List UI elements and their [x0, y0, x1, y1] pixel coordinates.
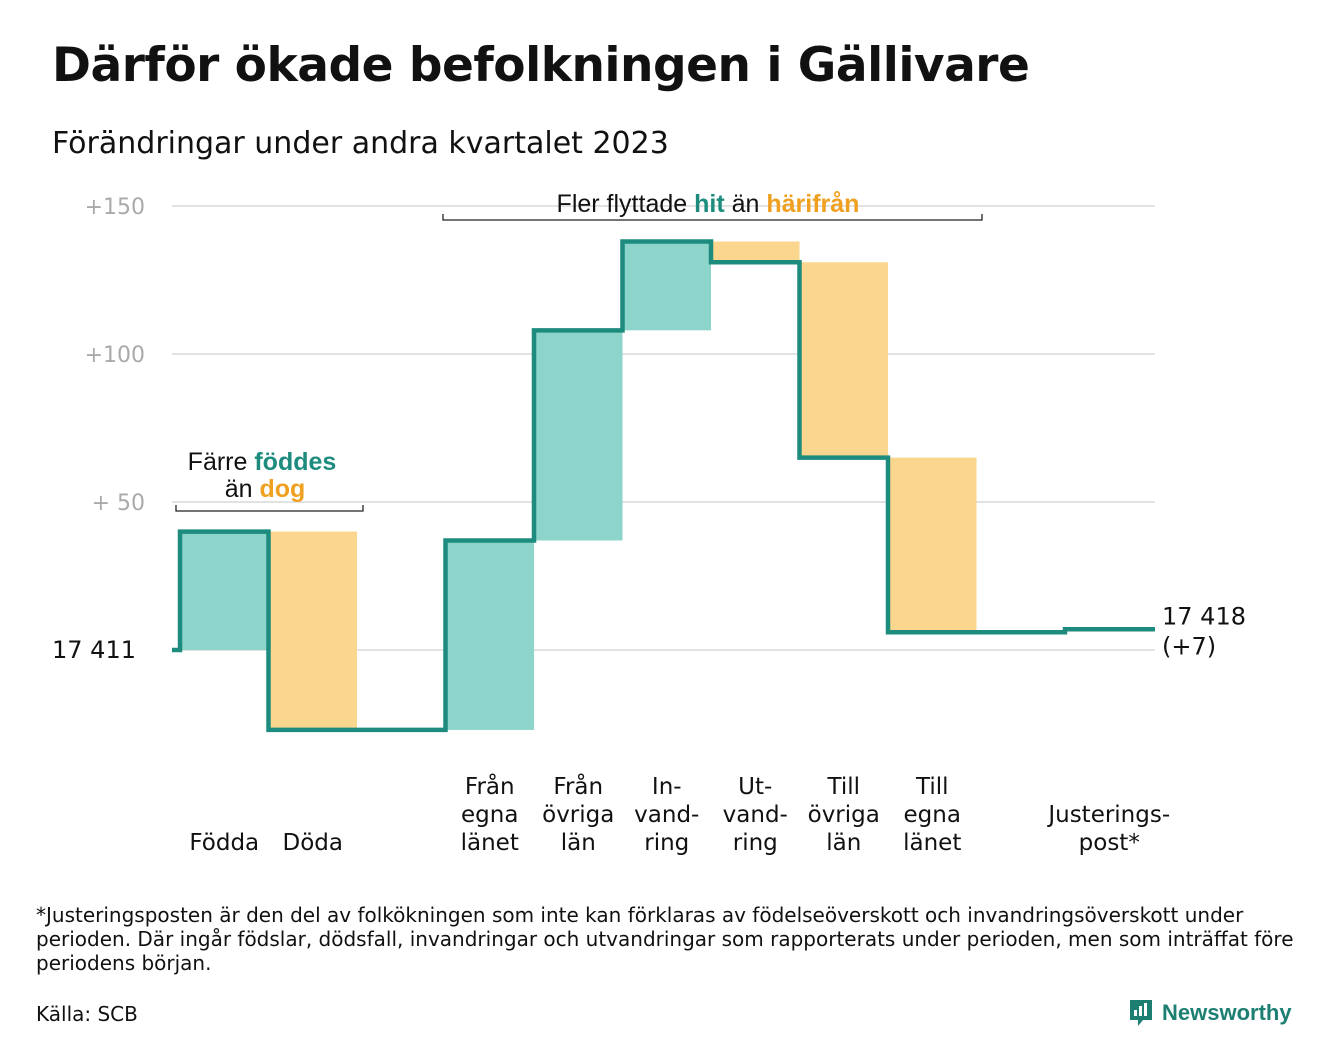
category-label: Ut- — [738, 774, 772, 800]
annotation-moves: Fler flyttade hit än härifrån — [557, 190, 860, 218]
newsworthy-logo-icon — [1130, 1000, 1152, 1026]
chart-title: Därför ökade befolkningen i Gällivare — [52, 38, 1030, 93]
footnote: *Justeringsposten är den del av folkökni… — [36, 903, 1294, 975]
category-label: län — [561, 830, 596, 856]
logo-text: Newsworthy — [1162, 1000, 1292, 1025]
category-label: övriga — [542, 802, 614, 828]
start-value-label: 17 411 — [52, 636, 136, 664]
annotation-births-line1: Färre föddes — [188, 448, 337, 476]
cumulative-step-line — [172, 239, 1155, 733]
category-label: post* — [1079, 830, 1140, 856]
waterfall-bar — [180, 531, 269, 650]
end-value-label: 17 418 — [1162, 602, 1246, 630]
y-tick-label: + 50 — [92, 491, 145, 516]
category-label: In- — [652, 774, 682, 800]
category-label: Från — [465, 772, 515, 800]
category-label: Födda — [189, 830, 259, 856]
category-label: länet — [461, 830, 519, 856]
newsworthy-logo: Newsworthy — [1128, 997, 1292, 1029]
annotation-moves-bracket — [442, 214, 983, 221]
waterfall-bar — [888, 457, 977, 633]
source-credit: Källa: SCB — [36, 1002, 138, 1026]
category-label: egna — [904, 802, 961, 828]
category-label: län — [826, 830, 861, 856]
annotation-births-line2: än dog — [225, 475, 306, 503]
category-label: vand- — [723, 802, 788, 828]
waterfall-bar — [622, 241, 711, 331]
category-label: ring — [733, 830, 778, 856]
category-label: ring — [644, 830, 689, 856]
category-label: Justerings- — [1046, 802, 1170, 828]
waterfall-bar — [268, 531, 357, 730]
y-tick-label: +150 — [85, 195, 145, 220]
waterfall-bar — [799, 262, 888, 458]
waterfall-bar — [445, 540, 534, 730]
chart-subtitle: Förändringar under andra kvartalet 2023 — [52, 126, 669, 161]
annotation-births-bracket — [175, 505, 364, 512]
category-label: Till — [826, 774, 860, 800]
category-label: länet — [903, 830, 961, 856]
end-change-label: (+7) — [1162, 632, 1216, 660]
category-label: Till — [915, 774, 949, 800]
category-label: vand- — [634, 802, 699, 828]
category-label: egna — [461, 802, 518, 828]
waterfall-bar — [534, 330, 623, 541]
category-label: övriga — [808, 802, 880, 828]
category-label: Från — [553, 772, 603, 800]
category-label: Döda — [283, 830, 343, 856]
waterfall-bar — [711, 241, 800, 263]
y-tick-label: +100 — [85, 343, 145, 368]
